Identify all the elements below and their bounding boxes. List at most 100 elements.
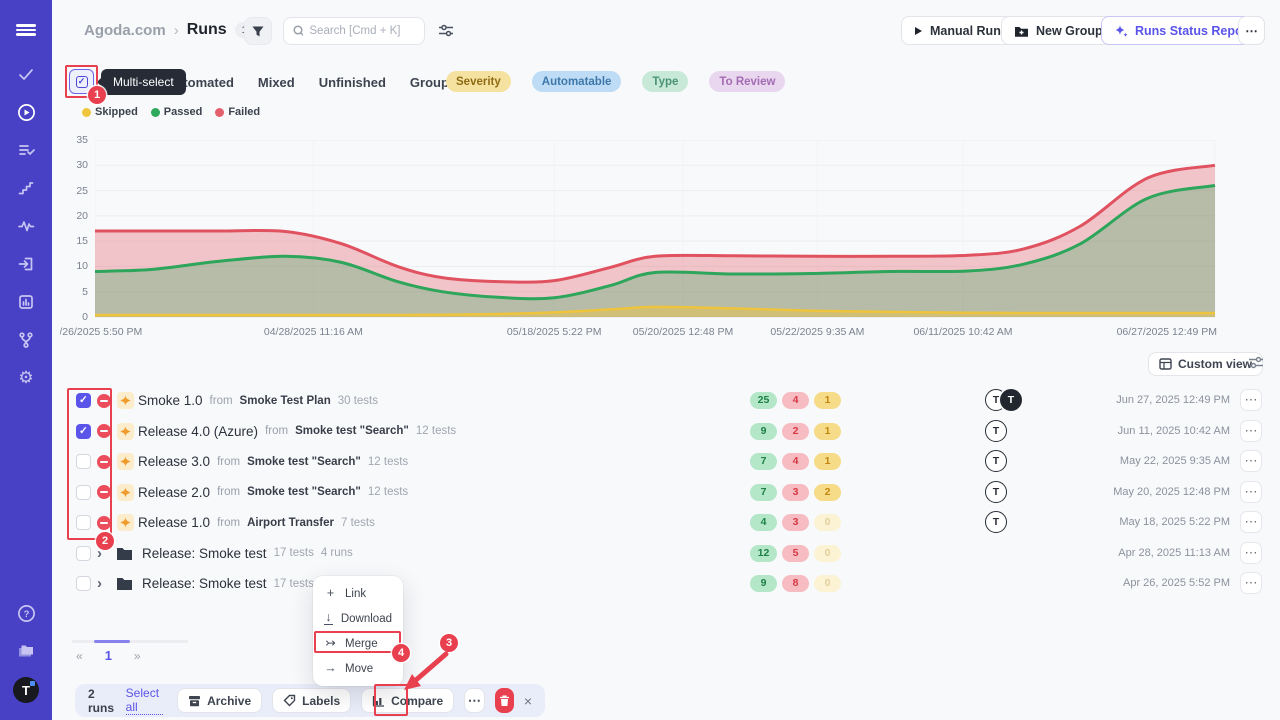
filter-chip[interactable]: Type bbox=[642, 71, 688, 92]
legend-item[interactable]: Failed bbox=[215, 106, 260, 118]
runs-play-icon[interactable] bbox=[0, 97, 52, 127]
row-more-button[interactable]: ⋯ bbox=[1240, 481, 1262, 503]
row-more-button[interactable]: ⋯ bbox=[1240, 572, 1262, 594]
run-row[interactable]: Release 1.0 from Airport Transfer 7 test… bbox=[66, 508, 1270, 537]
run-plan-link[interactable]: Smoke test "Search" bbox=[295, 425, 409, 437]
run-checkbox[interactable] bbox=[76, 454, 91, 469]
filter-chip[interactable]: Automatable bbox=[532, 71, 622, 92]
run-row[interactable]: Release 2.0 from Smoke test "Search" 12 … bbox=[66, 478, 1270, 507]
expand-chevron-icon[interactable]: › bbox=[97, 539, 102, 568]
delete-button[interactable] bbox=[495, 688, 514, 713]
group-row[interactable]: › Release: Smoke test 17 tests 4 runs 12… bbox=[66, 539, 1270, 568]
settings-gear-icon[interactable]: ⚙ bbox=[0, 363, 52, 393]
list-settings-sliders-icon[interactable] bbox=[1248, 356, 1264, 369]
context-menu-item[interactable]: + Link bbox=[313, 581, 403, 606]
help-icon[interactable]: ? bbox=[0, 598, 52, 628]
test-plans-icon[interactable] bbox=[0, 135, 52, 165]
run-from-label: from bbox=[217, 517, 240, 529]
filter-tab[interactable]: Unfinished bbox=[319, 75, 386, 90]
current-page[interactable]: 1 bbox=[105, 648, 112, 663]
header-more-button[interactable]: ⋯ bbox=[1238, 16, 1265, 45]
pagination: « 1 » bbox=[76, 648, 141, 663]
row-more-button[interactable]: ⋯ bbox=[1240, 542, 1262, 564]
run-plan-link[interactable]: Smoke test "Search" bbox=[247, 456, 361, 468]
context-menu-item[interactable]: ↣ Merge bbox=[313, 631, 403, 656]
group-date: Apr 26, 2025 5:52 PM bbox=[1123, 569, 1230, 598]
run-name[interactable]: Smoke 1.0 bbox=[138, 393, 203, 408]
group-checkbox[interactable] bbox=[76, 546, 91, 561]
legend-item[interactable]: Passed bbox=[151, 106, 203, 118]
prev-page-button[interactable]: « bbox=[76, 649, 83, 663]
row-more-button[interactable]: ⋯ bbox=[1240, 511, 1262, 533]
run-checkbox[interactable] bbox=[76, 515, 91, 530]
select-all-link[interactable]: Select all bbox=[126, 686, 163, 715]
group-row[interactable]: › Release: Smoke test 17 tests 7 runs 9 … bbox=[66, 569, 1270, 598]
run-sparkle-icon bbox=[117, 423, 134, 440]
group-name[interactable]: Release: Smoke test bbox=[142, 546, 267, 561]
run-checkbox[interactable] bbox=[76, 393, 91, 408]
run-from-label: from bbox=[217, 486, 240, 498]
close-selection-bar-button[interactable]: × bbox=[524, 693, 532, 709]
group-checkbox[interactable] bbox=[76, 576, 91, 591]
run-avatars: T bbox=[985, 481, 1007, 503]
reports-icon[interactable] bbox=[0, 287, 52, 317]
labels-button[interactable]: Labels bbox=[272, 688, 351, 713]
scrollbar-thumb[interactable] bbox=[94, 640, 130, 643]
profile-logo[interactable]: T bbox=[0, 675, 52, 705]
run-plan-link[interactable]: Smoke test "Search" bbox=[247, 486, 361, 498]
filter-chip[interactable]: Severity bbox=[446, 71, 511, 92]
svg-text:?: ? bbox=[23, 609, 29, 620]
row-more-button[interactable]: ⋯ bbox=[1240, 450, 1262, 472]
run-checkbox[interactable] bbox=[76, 485, 91, 500]
horizontal-scrollbar[interactable] bbox=[72, 640, 188, 643]
breadcrumb-project[interactable]: Agoda.com bbox=[84, 22, 166, 39]
legend-item[interactable]: Skipped bbox=[82, 106, 138, 118]
run-tests-count: 7 tests bbox=[341, 517, 375, 529]
run-sparkle-icon bbox=[117, 392, 134, 409]
search-settings-sliders-icon[interactable] bbox=[438, 24, 454, 37]
selection-more-button[interactable]: ⋯ bbox=[464, 688, 484, 713]
filter-tab[interactable]: Mixed bbox=[258, 75, 295, 90]
run-avatars: T bbox=[985, 450, 1007, 472]
blocked-minus-icon bbox=[97, 516, 111, 530]
run-from-label: from bbox=[217, 456, 240, 468]
projects-folders-icon[interactable] bbox=[0, 636, 52, 666]
row-more-button[interactable]: ⋯ bbox=[1240, 389, 1262, 411]
y-axis-tick-label: 30 bbox=[58, 159, 88, 171]
run-checkbox[interactable] bbox=[76, 424, 91, 439]
multi-select-button[interactable]: ✓ bbox=[69, 69, 94, 94]
run-plan-link[interactable]: Airport Transfer bbox=[247, 517, 334, 529]
search-input[interactable] bbox=[309, 25, 415, 37]
run-name[interactable]: Release 3.0 bbox=[138, 454, 210, 469]
tasks-check-icon[interactable] bbox=[0, 59, 52, 89]
context-menu-item[interactable]: → Move bbox=[313, 656, 403, 681]
run-row[interactable]: Release 4.0 (Azure) from Smoke test "Sea… bbox=[66, 417, 1270, 446]
run-name[interactable]: Release 4.0 (Azure) bbox=[138, 424, 258, 439]
compare-button[interactable]: Compare bbox=[361, 688, 454, 713]
milestones-steps-icon[interactable] bbox=[0, 173, 52, 203]
run-row[interactable]: Release 3.0 from Smoke test "Search" 12 … bbox=[66, 447, 1270, 476]
analytics-pulse-icon[interactable] bbox=[0, 211, 52, 241]
manual-run-button[interactable]: Manual Run bbox=[901, 16, 1014, 45]
expand-chevron-icon[interactable]: › bbox=[97, 569, 102, 598]
next-page-button[interactable]: » bbox=[134, 649, 141, 663]
row-more-button[interactable]: ⋯ bbox=[1240, 420, 1262, 442]
hamburger-menu-icon[interactable] bbox=[0, 15, 52, 45]
archive-button[interactable]: Archive bbox=[177, 688, 262, 713]
context-menu-item[interactable]: ↓ Download bbox=[313, 606, 403, 631]
search-box[interactable] bbox=[283, 17, 425, 45]
passed-badge: 7 bbox=[750, 484, 777, 501]
branches-icon[interactable] bbox=[0, 325, 52, 355]
custom-view-button[interactable]: Custom view bbox=[1148, 352, 1263, 376]
filter-funnel-button[interactable] bbox=[244, 17, 272, 45]
run-name[interactable]: Release 1.0 bbox=[138, 515, 210, 530]
run-name[interactable]: Release 2.0 bbox=[138, 485, 210, 500]
group-name[interactable]: Release: Smoke test bbox=[142, 576, 267, 591]
compare-chart-icon bbox=[372, 695, 385, 707]
filter-chip[interactable]: To Review bbox=[709, 71, 785, 92]
run-plan-link[interactable]: Smoke Test Plan bbox=[240, 395, 331, 407]
legend-label: Skipped bbox=[95, 106, 138, 118]
new-group-button[interactable]: New Group bbox=[1001, 16, 1116, 45]
run-row[interactable]: Smoke 1.0 from Smoke Test Plan 30 tests … bbox=[66, 386, 1270, 415]
imports-icon[interactable] bbox=[0, 249, 52, 279]
